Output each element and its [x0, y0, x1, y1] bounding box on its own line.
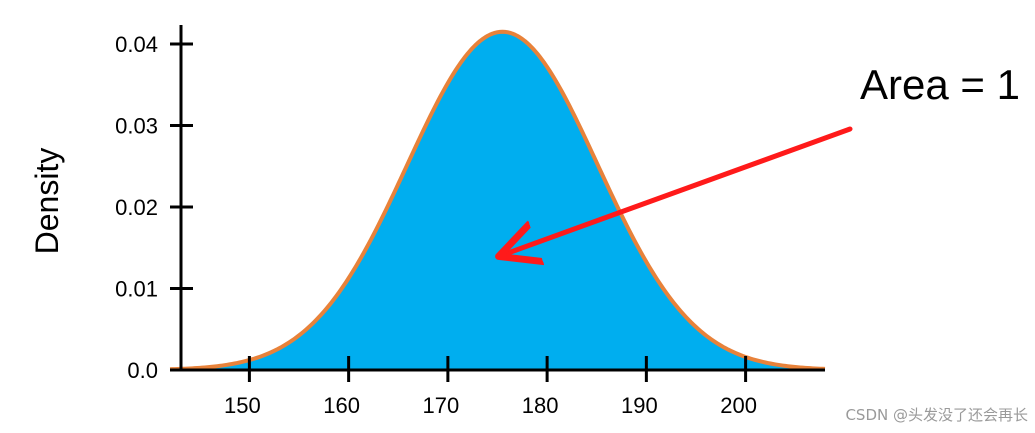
annotation-arrow	[508, 126, 853, 253]
watermark-text: CSDN @头发没了还会再长	[845, 406, 1028, 424]
density-curve	[169, 29, 826, 372]
y-tick-label: 0.02	[115, 195, 158, 220]
x-tick-label: 180	[522, 393, 559, 418]
y-tick-label: 0.0	[127, 358, 158, 383]
x-tick-label: 170	[423, 393, 460, 418]
x-tick-label: 160	[323, 393, 360, 418]
x-tick-label: 150	[224, 393, 261, 418]
x-tick-label: 190	[621, 393, 658, 418]
y-tick-label: 0.04	[115, 32, 158, 57]
y-axis-title: Density	[29, 148, 65, 255]
x-tick-label: 200	[720, 393, 757, 418]
annotation-text: Area = 1	[860, 61, 1020, 108]
density-area	[170, 31, 825, 371]
y-tick-label: 0.03	[115, 114, 158, 139]
y-tick-label: 0.01	[115, 277, 158, 302]
